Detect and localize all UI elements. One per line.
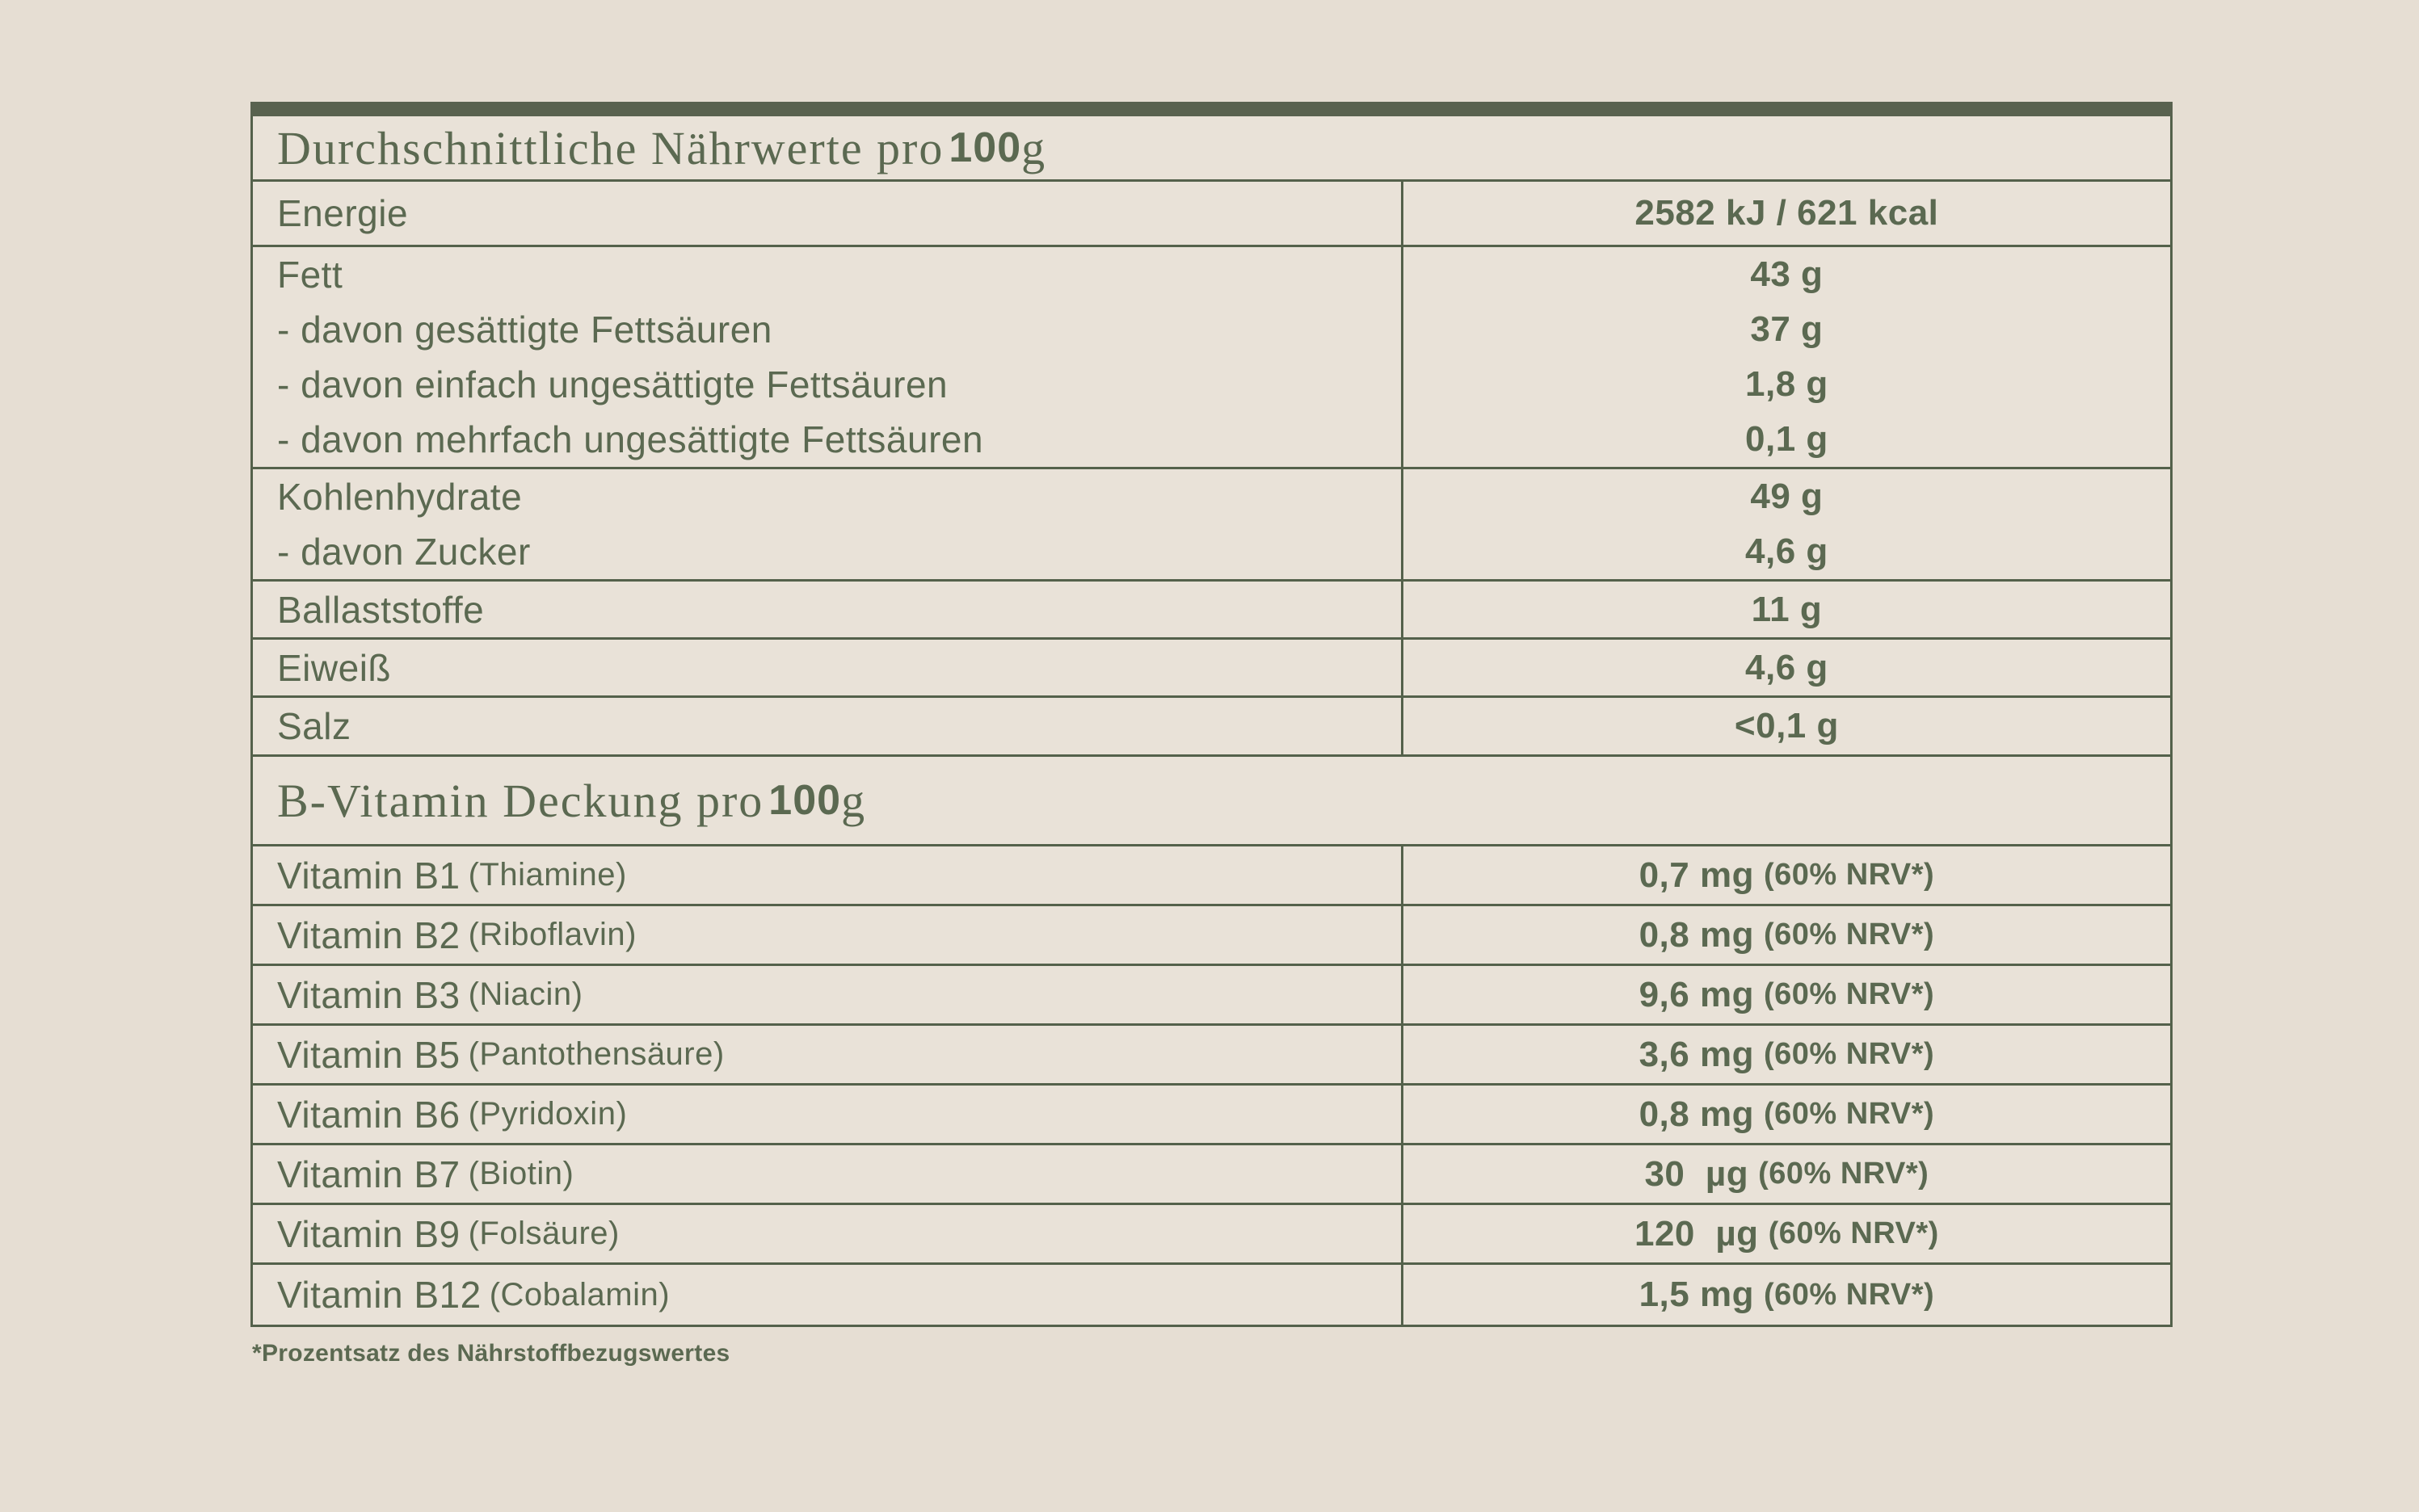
vitamin-b2-name: Vitamin B2: [277, 914, 461, 956]
row-fett-block: Fett - davon gesättigte Fettsäuren - dav…: [253, 247, 2170, 469]
row-salz: Salz <0,1 g: [253, 698, 2170, 757]
vitamin-b1-paren: (Thiamine): [468, 857, 627, 892]
nutrition-table-box: Durchschnittliche Nährwerte pro 100 g En…: [250, 116, 2173, 1327]
label-gesaettigte-fettsaeuren: - davon gesättigte Fettsäuren: [277, 309, 772, 351]
label-davon-zucker: - davon Zucker: [277, 531, 531, 573]
vitamin-b12-amount: 1,5 mg: [1639, 1275, 1754, 1314]
vitamin-b2-nrv: (60% NRV*): [1763, 918, 1935, 951]
row-vitamin-b9: Vitamin B9 (Folsäure) 120 µg (60% NRV*): [253, 1205, 2170, 1265]
label-vitamin-b5: Vitamin B5 (Pantothensäure): [253, 1026, 1403, 1083]
vitamin-b3-name: Vitamin B3: [277, 973, 461, 1016]
vitamin-b12-name: Vitamin B12: [277, 1274, 482, 1316]
vitamin-b3-nrv: (60% NRV*): [1763, 977, 1935, 1011]
label-vitamin-b2: Vitamin B2 (Riboflavin): [253, 906, 1403, 964]
value-vitamin-b3: 9,6 mg (60% NRV*): [1403, 966, 2170, 1023]
label-mehrfach-ungesaettigte-fettsaeuren: - davon mehrfach ungesättigte Fettsäuren: [277, 418, 984, 460]
row-eiweiss: Eiweiß 4,6 g: [253, 640, 2170, 698]
section-title-nutrition-text: Durchschnittliche Nährwerte pro: [277, 121, 944, 174]
label-vitamin-b9: Vitamin B9 (Folsäure): [253, 1205, 1403, 1262]
value-vitamin-b7: 30 µg (60% NRV*): [1403, 1145, 2170, 1203]
vitamin-b7-amount: 30 µg: [1644, 1153, 1749, 1194]
vitamin-b1-name: Vitamin B1: [277, 854, 461, 897]
section-title-nutrition: Durchschnittliche Nährwerte pro 100 g: [253, 116, 2170, 182]
value-kohlenhydrate: 49 g: [1750, 477, 1824, 516]
row-vitamin-b1: Vitamin B1 (Thiamine) 0,7 mg (60% NRV*): [253, 846, 2170, 906]
row-vitamin-b6: Vitamin B6 (Pyridoxin) 0,8 mg (60% NRV*): [253, 1086, 2170, 1145]
vitamin-b6-paren: (Pyridoxin): [468, 1096, 628, 1132]
nutrition-table: Durchschnittliche Nährwerte pro 100 g En…: [250, 102, 2173, 1367]
label-ballaststoffe: Ballaststoffe: [253, 582, 1403, 637]
row-vitamin-b2: Vitamin B2 (Riboflavin) 0,8 mg (60% NRV*…: [253, 906, 2170, 966]
vitamin-b9-nrv: (60% NRV*): [1768, 1216, 1939, 1250]
vitamin-b6-amount: 0,8 mg: [1639, 1094, 1754, 1134]
section-title-nutrition-number: 100: [949, 124, 1022, 171]
value-vitamin-b5: 3,6 mg (60% NRV*): [1403, 1026, 2170, 1083]
value-einfach-ungesaettigte-fettsaeuren: 1,8 g: [1745, 364, 1828, 404]
section-title-vitamins: B-Vitamin Deckung pro 100 g: [253, 757, 2170, 846]
vitamin-b5-paren: (Pantothensäure): [468, 1036, 725, 1072]
value-vitamin-b6: 0,8 mg (60% NRV*): [1403, 1086, 2170, 1143]
vitamin-b7-nrv: (60% NRV*): [1758, 1157, 1929, 1191]
label-kohlenhydrate: Kohlenhydrate: [277, 476, 523, 518]
value-vitamin-b1: 0,7 mg (60% NRV*): [1403, 846, 2170, 904]
labels-fett: Fett - davon gesättigte Fettsäuren - dav…: [253, 247, 1403, 467]
label-vitamin-b6: Vitamin B6 (Pyridoxin): [253, 1086, 1403, 1143]
vitamin-b5-nrv: (60% NRV*): [1763, 1037, 1935, 1071]
row-vitamin-b12: Vitamin B12 (Cobalamin) 1,5 mg (60% NRV*…: [253, 1265, 2170, 1325]
value-mehrfach-ungesaettigte-fettsaeuren: 0,1 g: [1745, 419, 1828, 459]
row-vitamin-b7: Vitamin B7 (Biotin) 30 µg (60% NRV*): [253, 1145, 2170, 1205]
section-title-vitamins-text: B-Vitamin Deckung pro: [277, 774, 764, 827]
row-ballaststoffe: Ballaststoffe 11 g: [253, 582, 2170, 640]
section-title-nutrition-unit: g: [1021, 121, 1047, 174]
vitamin-b9-amount: 120 µg: [1634, 1213, 1759, 1254]
vitamin-b9-paren: (Folsäure): [468, 1216, 620, 1251]
label-vitamin-b12: Vitamin B12 (Cobalamin): [253, 1265, 1403, 1325]
values-kohlenhydrate: 49 g 4,6 g: [1403, 469, 2170, 579]
label-vitamin-b1: Vitamin B1 (Thiamine): [253, 846, 1403, 904]
value-vitamin-b2: 0,8 mg (60% NRV*): [1403, 906, 2170, 964]
labels-kohlenhydrate: Kohlenhydrate - davon Zucker: [253, 469, 1403, 579]
row-kohlenhydrate-block: Kohlenhydrate - davon Zucker 49 g 4,6 g: [253, 469, 2170, 582]
vitamin-b5-name: Vitamin B5: [277, 1033, 461, 1076]
vitamin-b1-amount: 0,7 mg: [1639, 855, 1754, 895]
values-fett: 43 g 37 g 1,8 g 0,1 g: [1403, 247, 2170, 467]
value-vitamin-b9: 120 µg (60% NRV*): [1403, 1205, 2170, 1262]
label-vitamin-b3: Vitamin B3 (Niacin): [253, 966, 1403, 1023]
value-eiweiss: 4,6 g: [1745, 647, 1828, 687]
vitamin-b12-nrv: (60% NRV*): [1763, 1277, 1935, 1312]
vitamin-b3-amount: 9,6 mg: [1639, 974, 1754, 1014]
value-ballaststoffe: 11 g: [1751, 589, 1823, 629]
value-davon-zucker: 4,6 g: [1745, 531, 1828, 571]
nrv-footnote: *Prozentsatz des Nährstoffbezugswertes: [252, 1340, 730, 1367]
row-vitamin-b3: Vitamin B3 (Niacin) 9,6 mg (60% NRV*): [253, 966, 2170, 1026]
value-salz: <0,1 g: [1734, 706, 1839, 746]
vitamin-b5-amount: 3,6 mg: [1639, 1034, 1754, 1074]
vitamin-b7-paren: (Biotin): [468, 1156, 574, 1191]
section-title-vitamins-unit: g: [841, 774, 867, 827]
label-eiweiss: Eiweiß: [253, 640, 1403, 695]
value-gesaettigte-fettsaeuren: 37 g: [1750, 309, 1824, 349]
value-fett: 43 g: [1750, 254, 1824, 294]
vitamin-b2-paren: (Riboflavin): [468, 917, 637, 952]
table-top-bar: [250, 102, 2173, 116]
label-energie: Energie: [253, 182, 1403, 245]
value-energie: 2582 kJ / 621 kcal: [1634, 193, 1939, 233]
label-salz: Salz: [253, 698, 1403, 754]
label-einfach-ungesaettigte-fettsaeuren: - davon einfach ungesättigte Fettsäuren: [277, 363, 949, 405]
row-energie: Energie 2582 kJ / 621 kcal: [253, 182, 2170, 247]
vitamin-b3-paren: (Niacin): [468, 976, 583, 1012]
vitamin-b6-name: Vitamin B6: [277, 1093, 461, 1136]
section-title-vitamins-number: 100: [768, 777, 842, 824]
vitamin-b6-nrv: (60% NRV*): [1763, 1097, 1935, 1131]
vitamin-b9-name: Vitamin B9: [277, 1212, 461, 1255]
label-fett: Fett: [277, 254, 343, 296]
vitamin-b2-amount: 0,8 mg: [1639, 914, 1754, 955]
vitamin-b1-nrv: (60% NRV*): [1763, 858, 1935, 892]
vitamin-b7-name: Vitamin B7: [277, 1153, 461, 1195]
value-vitamin-b12: 1,5 mg (60% NRV*): [1403, 1265, 2170, 1325]
vitamin-b12-paren: (Cobalamin): [489, 1276, 671, 1312]
label-vitamin-b7: Vitamin B7 (Biotin): [253, 1145, 1403, 1203]
row-vitamin-b5: Vitamin B5 (Pantothensäure) 3,6 mg (60% …: [253, 1026, 2170, 1086]
